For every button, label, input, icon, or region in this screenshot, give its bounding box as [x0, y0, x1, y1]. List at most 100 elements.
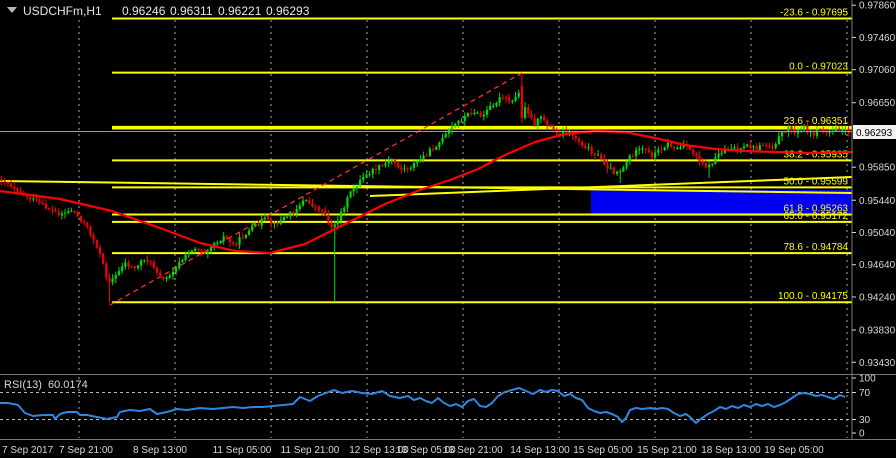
ohlc-low: 0.96221 — [218, 4, 262, 18]
candle-bull — [362, 176, 365, 180]
current-price-box — [853, 125, 896, 139]
candle-bull — [174, 268, 178, 272]
candle-bull — [746, 144, 749, 147]
candle-bull — [641, 148, 644, 150]
candle-bear — [771, 146, 774, 148]
candle-bull — [587, 147, 590, 149]
candle-bear — [761, 145, 765, 147]
candle-bull — [333, 224, 336, 228]
candle-bull — [368, 174, 371, 176]
candle-bull — [707, 164, 711, 168]
candle-bear — [311, 203, 314, 207]
candle-bear — [581, 141, 584, 146]
candle-bear — [146, 260, 149, 262]
candle-bear — [0, 180, 3, 181]
candle-bull — [238, 237, 241, 245]
candle-bear — [13, 186, 16, 189]
rsi-line[interactable] — [0, 387, 846, 424]
candle-bull — [739, 148, 742, 151]
highlight-rectangle-layer[interactable] — [591, 190, 852, 216]
candle-bull — [254, 223, 257, 227]
candle-bull — [298, 205, 301, 209]
candle-bull — [676, 148, 679, 150]
candle-bull — [282, 217, 286, 221]
candle-bear — [397, 163, 400, 168]
candle-bull — [412, 163, 416, 168]
candle-bull — [562, 130, 565, 136]
candle-bull — [628, 155, 631, 162]
candle-bull — [305, 199, 308, 201]
candle-bear — [57, 211, 60, 216]
candle-bear — [381, 165, 384, 167]
candle-bull — [140, 260, 143, 266]
candle-bull — [498, 97, 501, 103]
moving-average-line[interactable] — [0, 129, 854, 255]
candle-bear — [790, 126, 793, 130]
candle-bull — [244, 234, 247, 238]
price-axis-label: 0.94640 — [859, 260, 896, 271]
candle-bear — [79, 216, 83, 222]
candle-bull — [711, 163, 714, 165]
candle-bear — [546, 120, 549, 126]
fib-label-23.6: 23.6 - 0.96351 — [784, 116, 849, 127]
candle-bear — [574, 135, 577, 139]
candle-bear — [701, 161, 704, 164]
candle-bear — [812, 131, 815, 136]
candle-bull — [638, 148, 641, 150]
candle-bear — [542, 116, 546, 121]
candle-bull — [609, 167, 612, 169]
symbol-dropdown-icon[interactable] — [7, 7, 17, 13]
fib-label--23.6: -23.6 - 0.97695 — [780, 7, 848, 18]
candle-bull — [742, 146, 746, 149]
candle-bear — [10, 183, 13, 187]
candle-bull — [523, 107, 527, 118]
time-axis-label: 15 Sep 05:00 — [573, 445, 633, 456]
candle-bull — [495, 102, 498, 107]
candle-bull — [365, 174, 368, 177]
ohlc-high: 0.96311 — [170, 4, 213, 18]
candle-bear — [270, 219, 273, 224]
ma-line[interactable] — [0, 129, 854, 255]
candle-bear — [501, 97, 504, 99]
highlight-rectangle[interactable] — [591, 190, 852, 216]
candle-bull — [517, 92, 520, 97]
candle-bull — [184, 254, 187, 261]
candle-bear — [266, 217, 270, 220]
candle-bear — [593, 153, 596, 156]
price-axis-label: 0.97060 — [859, 65, 896, 76]
candle-bear — [38, 200, 41, 204]
candle-bull — [803, 126, 806, 129]
candle-bull — [682, 144, 685, 148]
candle-bull — [273, 222, 276, 224]
fibonacci-retracement[interactable]: -23.6 - 0.97695 0.0 - 0.97023 23.6 - 0.963… — [112, 7, 852, 304]
candle-bear — [228, 238, 232, 243]
fib-label-50.0: 50.0 - 0.95599 — [784, 176, 849, 187]
candle-bull — [181, 260, 184, 263]
ascending-trendline[interactable] — [369, 176, 853, 197]
candle-bear — [41, 203, 44, 205]
candle-bear — [324, 210, 327, 215]
candle-bull — [136, 265, 140, 269]
candle-bull — [758, 145, 761, 151]
rsi-header: RSI(13) 60.0174 — [4, 379, 88, 391]
dashed-trendline[interactable] — [109, 72, 523, 306]
candle-bear — [530, 113, 533, 118]
candle-bear — [73, 210, 76, 213]
candle-bear — [603, 158, 606, 165]
candle-bull — [657, 149, 660, 153]
time-axis-label: 8 Sep 13:00 — [133, 445, 187, 456]
candle-bear — [133, 266, 136, 269]
candle-bear — [44, 203, 48, 209]
candle-bear — [98, 247, 102, 254]
candle-bear — [308, 199, 311, 204]
candle-bear — [704, 163, 707, 168]
candle-bear — [152, 262, 155, 268]
candle-bull — [723, 148, 727, 153]
candle-bear — [527, 107, 530, 114]
time-axis-label: 12 Sep 13:00 — [349, 445, 409, 456]
rsi-axis-label: 100 — [859, 374, 876, 385]
candlestick-series — [0, 74, 850, 303]
candle-bull — [358, 179, 362, 187]
candle-bull — [419, 159, 422, 162]
